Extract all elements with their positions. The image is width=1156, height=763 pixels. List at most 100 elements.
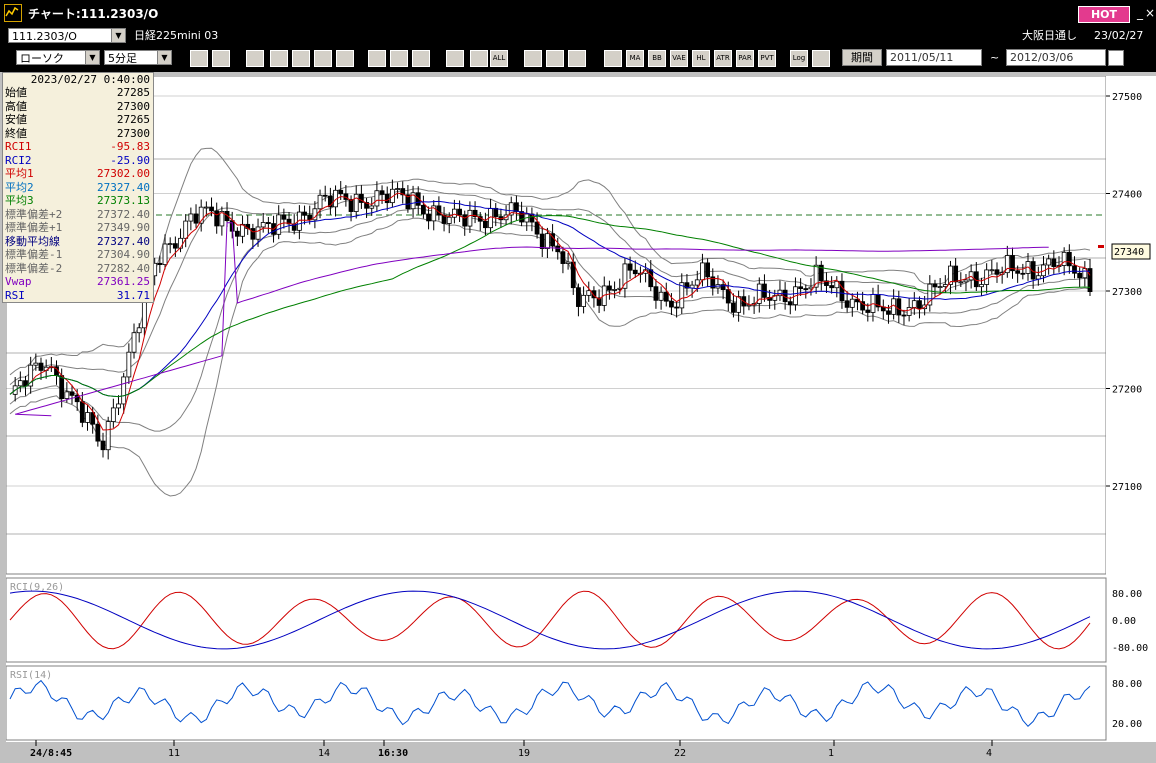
candle-body xyxy=(462,214,468,227)
toolbar-mark-button[interactable] xyxy=(314,50,332,67)
bollinger-band-line xyxy=(9,217,1091,497)
date-to-field[interactable]: 2012/03/06 xyxy=(1006,49,1106,66)
info-value: 27282.40 xyxy=(97,261,150,275)
hot-button[interactable]: HOT xyxy=(1078,6,1130,23)
toolbar-draw-button[interactable] xyxy=(368,50,386,67)
rci-tick-label: -80.00 xyxy=(1112,643,1148,654)
apply-checkbox[interactable] xyxy=(1108,50,1124,66)
candle-body xyxy=(395,188,400,190)
time-axis-label: 11 xyxy=(168,748,180,759)
candle-body xyxy=(612,289,617,291)
candle-body xyxy=(457,208,462,216)
chevron-down-icon[interactable]: ▼ xyxy=(157,51,171,64)
toolbar-pvt-button[interactable]: PVT xyxy=(758,50,776,67)
info-value: 27373.13 xyxy=(97,194,150,207)
info-label: 終値 xyxy=(5,126,27,140)
close-icon[interactable]: × xyxy=(1144,6,1156,20)
candle-body xyxy=(591,290,597,299)
toolbar-cursor-button[interactable] xyxy=(390,50,408,67)
toolbar-all-button[interactable]: ALL xyxy=(490,50,508,67)
candle-body xyxy=(121,376,127,405)
candle-body xyxy=(932,283,938,288)
candle-body xyxy=(405,194,411,210)
date-from-value: 2011/05/11 xyxy=(890,51,954,64)
toolbar-par-button[interactable]: PAR xyxy=(736,50,754,67)
toolbar-down-button[interactable] xyxy=(246,50,264,67)
toolbar-paste-button[interactable] xyxy=(292,50,310,67)
chevron-down-icon[interactable]: ▼ xyxy=(111,29,125,42)
bollinger-band-line xyxy=(9,188,1091,385)
rci-panel-border xyxy=(5,577,1107,663)
toolbar-gear-button[interactable] xyxy=(524,50,542,67)
candle-body xyxy=(627,263,633,271)
candle-body xyxy=(33,362,39,366)
toolbar-bb-button[interactable]: BB xyxy=(648,50,666,67)
info-value: -95.83 xyxy=(110,140,150,153)
toolbar-vae-button[interactable]: VAE xyxy=(670,50,688,67)
candle-body xyxy=(679,282,685,309)
toolbar-bar-button[interactable] xyxy=(604,50,622,67)
toolbar-color-button[interactable] xyxy=(568,50,586,67)
toolbar-undo-button[interactable] xyxy=(412,50,430,67)
candle-body xyxy=(834,280,840,289)
candle-body xyxy=(379,190,385,195)
candle-body xyxy=(338,189,344,195)
candle-body xyxy=(353,193,359,212)
toolbar-hl-button[interactable]: HL xyxy=(692,50,710,67)
toolbar-ma-button[interactable]: MA xyxy=(626,50,644,67)
toolbar-sel-button[interactable] xyxy=(812,50,830,67)
info-row: RCI2 -25.90 xyxy=(3,154,153,168)
candle-body xyxy=(1077,272,1083,279)
candle-body xyxy=(736,296,742,313)
candle-body xyxy=(663,291,669,302)
info-label: 標準偏差+1 xyxy=(5,221,63,234)
info-value: -25.90 xyxy=(110,153,150,167)
candle-body xyxy=(131,332,137,353)
toolbar-b2-button[interactable] xyxy=(470,50,488,67)
symbol-select[interactable]: 111.2303/O ▼ xyxy=(8,28,126,43)
chart-area[interactable]: 27500 27400 27300 27200 27100 27340 RCI(9,26)… xyxy=(5,75,1156,760)
info-row: 高値 27300 xyxy=(3,100,153,114)
candle-body xyxy=(994,269,1000,275)
time-axis-bg xyxy=(6,742,1156,760)
candle-body xyxy=(255,226,261,240)
candle-body xyxy=(38,362,44,371)
candle-body xyxy=(224,210,230,222)
candle-body xyxy=(896,298,902,316)
candle-body xyxy=(1020,272,1026,275)
candle-body xyxy=(942,284,948,288)
interval-select[interactable]: 5分足 ▼ xyxy=(104,50,172,65)
info-row: RCI1 -95.83 xyxy=(3,140,153,154)
rsi-panel-label: RSI(14) xyxy=(10,670,52,681)
info-value: 31.71 xyxy=(116,288,150,302)
candle-body xyxy=(214,210,220,227)
chart-svg[interactable]: 27500 27400 27300 27200 27100 27340 RCI(9,26)… xyxy=(5,75,1156,760)
time-axis-label: 16:30 xyxy=(378,748,408,759)
info-row: 標準偏差+2 27372.40 xyxy=(3,208,153,222)
candle-body xyxy=(74,394,80,403)
toolbar-zoom-button[interactable] xyxy=(190,50,208,67)
toolbar-atr-button[interactable]: ATR xyxy=(714,50,732,67)
info-value: 27349.90 xyxy=(97,221,150,234)
chart-type-select[interactable]: ローソク ▼ xyxy=(16,50,100,65)
candle-body xyxy=(596,297,602,306)
toolbar-fit-button[interactable] xyxy=(212,50,230,67)
candle-body xyxy=(658,291,664,301)
date-range-separator: ~ xyxy=(990,51,1000,64)
toolbar-b1-button[interactable] xyxy=(446,50,464,67)
candle-body xyxy=(198,206,204,224)
toolbar-log-button[interactable]: Log xyxy=(790,50,808,67)
info-label: 平均1 xyxy=(5,167,34,180)
candle-body xyxy=(911,300,917,308)
toolbar-warn-button[interactable] xyxy=(336,50,354,67)
toolbar-zoom2-button[interactable] xyxy=(270,50,288,67)
candle-body xyxy=(327,195,333,208)
info-row: 移動平均線 27327.40 xyxy=(3,235,153,249)
date-from-field[interactable]: 2011/05/11 xyxy=(886,49,982,66)
toolbar-tool-button[interactable] xyxy=(546,50,564,67)
candle-body xyxy=(203,206,209,209)
minimize-icon[interactable]: _ xyxy=(1137,6,1143,20)
chevron-down-icon[interactable]: ▼ xyxy=(85,51,99,64)
period-button[interactable]: 期間 xyxy=(842,49,882,66)
vwap-line xyxy=(15,222,1049,417)
